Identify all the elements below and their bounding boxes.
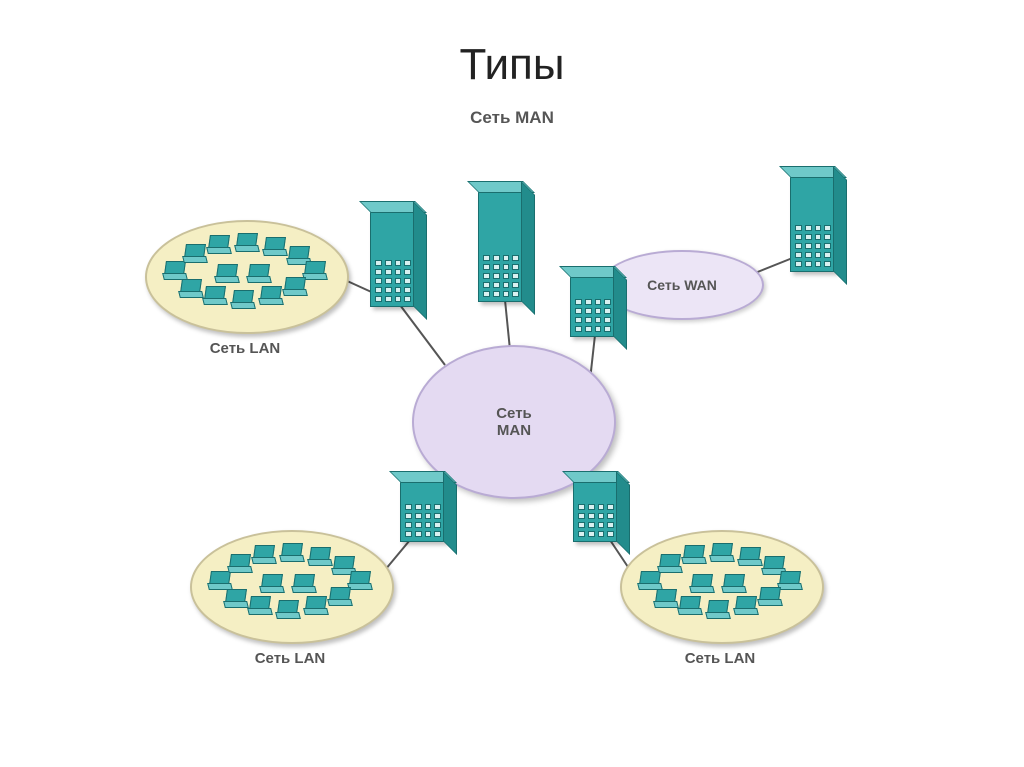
computer-icon [179,279,203,297]
computer-icon [678,596,702,614]
page-title: Типы [0,40,1024,90]
computer-icon [163,261,187,279]
computer-icon [235,233,259,251]
lan-label: Сеть LAN [190,650,390,667]
lan-label: Сеть LAN [620,650,820,667]
lan-cluster: Сеть LAN [620,530,824,667]
building-icon [370,210,416,307]
computer-icon [252,545,276,563]
computer-icon [654,589,678,607]
lan-label: Сеть LAN [145,340,345,357]
lan-cluster: Сеть LAN [145,220,349,357]
computer-icon [758,587,782,605]
building-icon [573,480,619,542]
building-icon [478,190,524,302]
computer-icon [276,600,300,618]
building-icon [400,480,446,542]
computer-icon [208,571,232,589]
lan-devices [622,532,822,642]
wan-label: Сеть WAN [647,277,717,293]
computer-icon [207,235,231,253]
computer-icon [260,574,284,592]
computer-icon [228,554,252,572]
computer-icon [738,547,762,565]
lan-oval [620,530,824,644]
computer-icon [638,571,662,589]
computer-icon [308,547,332,565]
building-icon [790,175,836,272]
building-icon [570,275,616,337]
lan-devices [147,222,347,332]
computer-icon [224,589,248,607]
computer-icon [215,264,239,282]
computer-icon [280,543,304,561]
computer-icon [304,596,328,614]
computer-icon [231,290,255,308]
computer-icon [710,543,734,561]
computer-icon [734,596,758,614]
computer-icon [247,264,271,282]
computer-icon [183,244,207,262]
computer-icon [690,574,714,592]
computer-icon [259,286,283,304]
lan-devices [192,532,392,642]
lan-cluster: Сеть LAN [190,530,394,667]
computer-icon [203,286,227,304]
computer-icon [328,587,352,605]
man-hub-label: Сеть MAN [496,405,532,439]
computer-icon [706,600,730,618]
diagram-subtitle: Сеть MAN [0,108,1024,128]
computer-icon [263,237,287,255]
lan-oval [190,530,394,644]
computer-icon [283,277,307,295]
computer-icon [248,596,272,614]
computer-icon [292,574,316,592]
computer-icon [722,574,746,592]
computer-icon [658,554,682,572]
connection-line [505,300,510,350]
computer-icon [682,545,706,563]
lan-oval [145,220,349,334]
diagram-stage: Типы Сеть MAN Сеть MAN Сеть WAN Сеть LAN… [0,0,1024,767]
